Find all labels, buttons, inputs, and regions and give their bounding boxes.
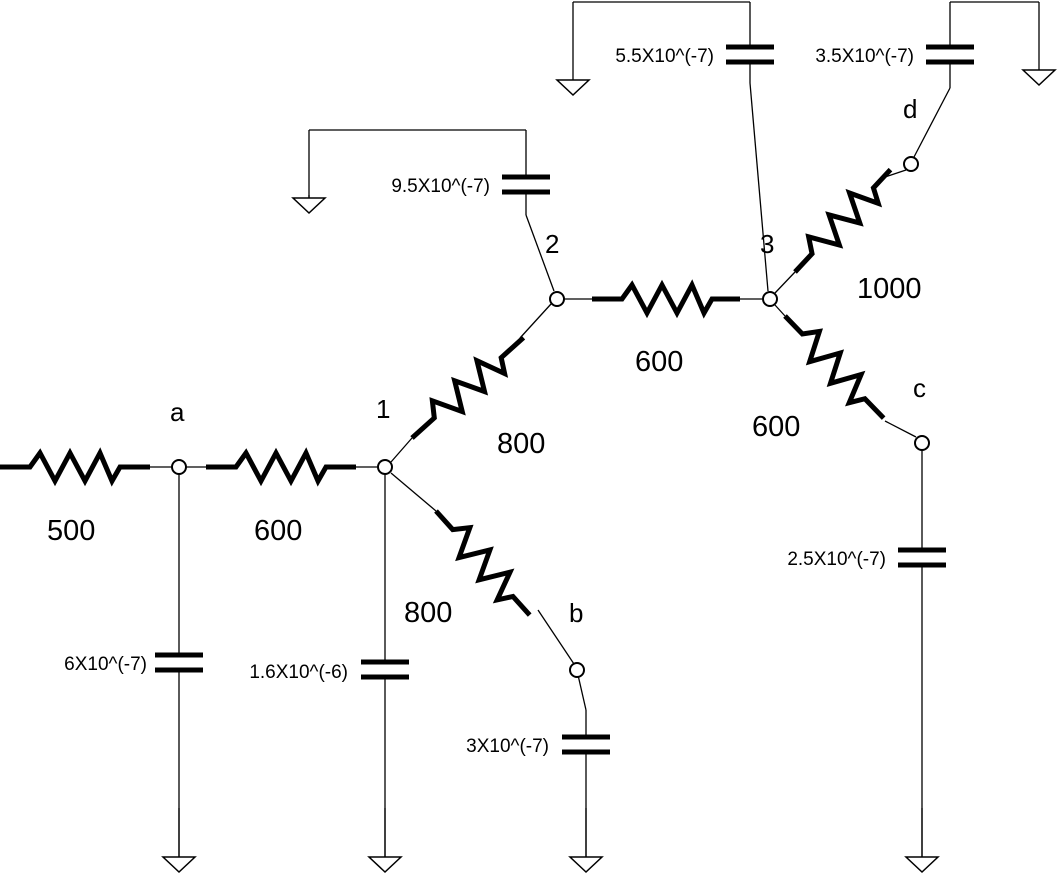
capacitor-a [155, 635, 203, 690]
node-2-marker [549, 291, 565, 307]
resistor-1000-3-d [793, 167, 893, 274]
node-label-c: c [913, 373, 926, 403]
resistors [0, 167, 893, 617]
ground-icon [161, 808, 197, 874]
capacitor-label-1: 1.6X10^(-6) [249, 662, 348, 683]
ground-icon [568, 808, 604, 874]
resistor-600-3-c [783, 314, 886, 420]
resistor-600-2-3 [592, 279, 740, 319]
resistor-label-600-3c: 600 [752, 411, 800, 443]
resistor-label-800-12: 800 [497, 428, 545, 460]
wires [120, 1, 1040, 808]
capacitor-b [562, 710, 610, 770]
resistor-800-1-b [434, 509, 532, 617]
resistor-800-1-2 [410, 335, 526, 440]
node-label-3: 3 [760, 229, 774, 259]
grounds [161, 69, 1057, 874]
node-label-d: d [903, 94, 917, 124]
node-markers [171, 156, 930, 678]
ground-icon [555, 79, 591, 97]
capacitor-1 [361, 635, 409, 690]
capacitor-c [898, 520, 946, 580]
ground-icon [291, 195, 327, 215]
capacitor-3 [726, 30, 774, 83]
node-3-marker [762, 291, 778, 307]
node-labels: a 1 2 3 b c d [170, 94, 926, 628]
capacitors [155, 30, 974, 770]
capacitor-label-d: 3.5X10^(-7) [815, 46, 914, 67]
resistor-label-1000: 1000 [857, 273, 922, 305]
capacitor-label-c: 2.5X10^(-7) [787, 549, 886, 570]
node-label-2: 2 [545, 229, 559, 259]
capacitor-label-a: 6X10^(-7) [64, 654, 147, 675]
node-1-marker [377, 459, 393, 475]
resistor-label-500: 500 [47, 515, 95, 547]
capacitor-label-2: 9.5X10^(-7) [391, 176, 490, 197]
node-d-marker [903, 156, 919, 172]
ground-icon [367, 808, 403, 874]
node-label-1: 1 [376, 394, 390, 424]
node-label-b: b [569, 598, 583, 628]
resistor-500-source [0, 447, 150, 487]
resistor-label-600-a1: 600 [254, 515, 302, 547]
node-c-marker [914, 435, 930, 451]
node-label-a: a [170, 397, 185, 427]
capacitor-d [926, 30, 974, 88]
capacitor-2 [502, 160, 550, 215]
resistor-labels: 500 600 800 800 600 1000 600 [47, 273, 922, 629]
resistor-600-a-1 [206, 447, 356, 487]
resistor-label-600-23: 600 [635, 346, 683, 378]
capacitor-label-3: 5.5X10^(-7) [615, 46, 714, 67]
capacitor-labels: 6X10^(-7) 1.6X10^(-6) 3X10^(-7) 9.5X10^(… [64, 46, 914, 757]
node-a-marker [171, 459, 187, 475]
node-b-marker [569, 662, 585, 678]
resistor-label-800-1b: 800 [404, 597, 452, 629]
ground-icon [1021, 69, 1057, 87]
ground-icon [904, 808, 940, 874]
capacitor-label-b: 3X10^(-7) [466, 736, 549, 757]
